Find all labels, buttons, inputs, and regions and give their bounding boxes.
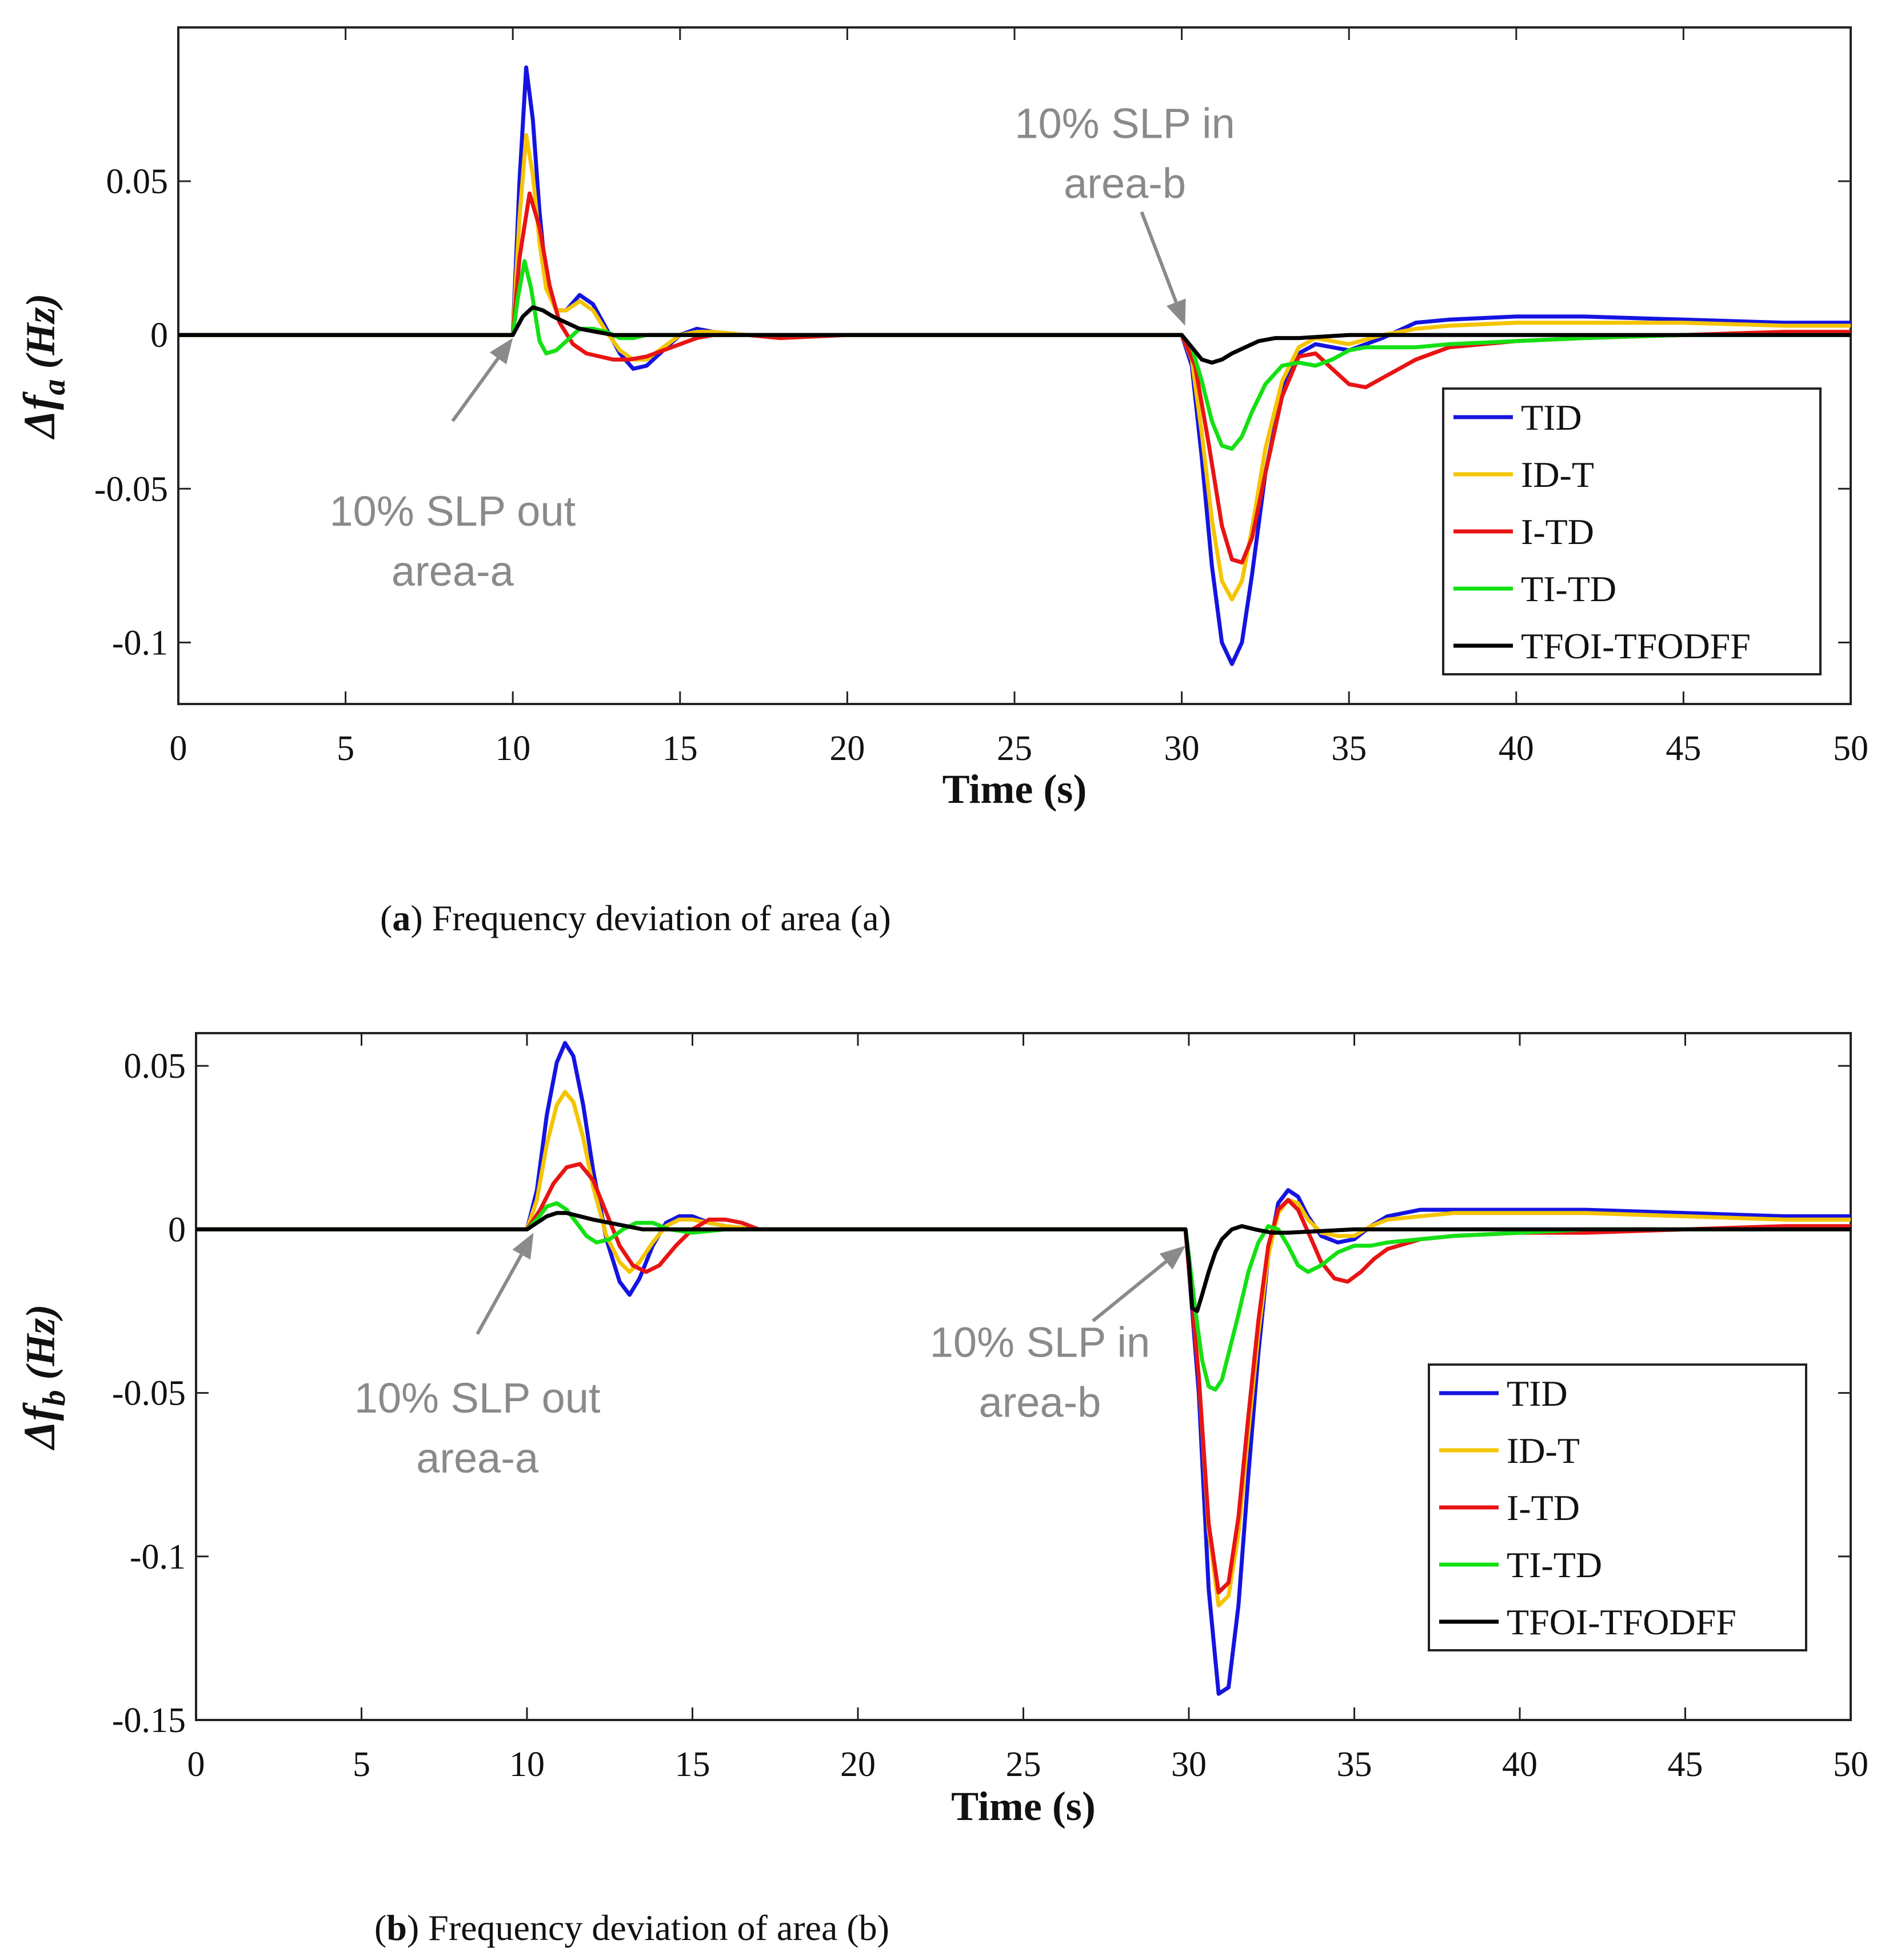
chart-b-legend-entry: I-TD	[1507, 1487, 1580, 1528]
caption-a-label: a	[392, 898, 410, 938]
chart-a-legend-entry: ID-T	[1521, 454, 1594, 495]
chart-b-legend-entry: TI-TD	[1507, 1545, 1602, 1585]
chart-a-x-tick-label: 10	[495, 729, 530, 768]
chart-a-annotation-text: 10% SLP in	[1015, 100, 1235, 147]
caption-b: (b) Frequency deviation of area (b)	[374, 1907, 889, 1948]
chart-b-x-tick-label: 40	[1502, 1745, 1537, 1784]
chart-a-x-tick-label: 30	[1164, 729, 1200, 768]
chart-a-x-tick-label: 50	[1833, 729, 1868, 768]
chart-a-x-tick-label: 20	[829, 729, 865, 768]
chart-b-x-tick-label: 15	[675, 1745, 710, 1784]
chart-b-x-tick-label: 30	[1171, 1745, 1207, 1784]
chart-a-x-tick-label: 5	[337, 729, 354, 768]
chart-a-y-tick-label: -0.1	[112, 623, 168, 662]
chart-a-annotation-1: 10% SLP in area-b	[1015, 100, 1235, 326]
chart-a-x-tick-label: 25	[997, 729, 1032, 768]
chart-a-annotation-arrow-line	[1140, 211, 1178, 303]
chart-a-annotation-text: area-b	[1064, 160, 1186, 207]
chart-a-x-tick-label: 35	[1331, 729, 1367, 768]
chart-a-annotation-text: 10% SLP out	[330, 487, 576, 535]
chart-a-legend-entry: TFOI-TFODFF	[1521, 626, 1751, 666]
chart-b-series-i-td	[196, 1162, 1851, 1595]
caption-a: (a) Frequency deviation of area (a)	[380, 898, 891, 938]
chart-b-legend-entry: TFOI-TFODFF	[1507, 1602, 1736, 1642]
chart-a-x-axis-label: Time (s)	[942, 766, 1087, 812]
chart-a-series-group	[178, 65, 1851, 666]
chart-a-annotation-arrow-line	[451, 357, 500, 422]
chart-b-annotation-1: 10% SLP in area-b	[930, 1246, 1186, 1426]
chart-b-annotation-arrowhead	[512, 1233, 534, 1260]
chart-b-x-tick-label: 0	[187, 1745, 205, 1784]
caption-b-text: Frequency deviation of area (b)	[428, 1907, 889, 1948]
chart-b-annotation-text: 10% SLP out	[354, 1374, 601, 1422]
chart-b-annotation-0: 10% SLP out area-a	[354, 1233, 601, 1482]
chart-a-legend-entry: TID	[1521, 397, 1582, 438]
chart-b-x-axis-label: Time (s)	[951, 1783, 1096, 1829]
chart-b-x-tick-label: 35	[1337, 1745, 1372, 1784]
chart-b-y-tick-label: 0.05	[124, 1047, 186, 1086]
chart-a-annotation-0: 10% SLP out area-a	[330, 338, 576, 595]
chart-b-y-tick-label: -0.05	[112, 1374, 186, 1413]
chart-a-y-tick-label: 0.05	[106, 162, 169, 201]
chart-b-x-tick-label: 5	[353, 1745, 370, 1784]
chart-area-a: 0 5 10 15 20 25 30 35 40 45 50 0.05 0 -0.05 -0.1 10% SL…	[14, 26, 1868, 812]
chart-b-annotation-text: area-a	[416, 1434, 539, 1482]
chart-a-legend-entry: I-TD	[1521, 511, 1594, 552]
chart-b-series-group	[196, 1041, 1851, 1696]
chart-b-x-tick-label: 25	[1006, 1745, 1041, 1784]
chart-a-x-tick-label: 0	[170, 729, 187, 768]
chart-a-series-tfoi-tfodff	[178, 305, 1851, 365]
chart-a-y-tick-label: -0.05	[94, 470, 168, 509]
chart-a-x-tick-label: 15	[662, 729, 698, 768]
chart-b-legend-entry: ID-T	[1507, 1430, 1580, 1471]
chart-b-y-axis-label: Δfb (Hz)	[14, 1305, 72, 1451]
chart-b-series-tfoi-tfodff	[196, 1211, 1851, 1313]
chart-b-x-tick-label: 10	[509, 1745, 545, 1784]
chart-a-y-axis-label: Δfa (Hz)	[14, 294, 72, 440]
chart-b-annotation-arrow-line	[476, 1254, 523, 1335]
chart-a-annotation-text: area-a	[392, 547, 514, 595]
chart-a-legend-entry: TI-TD	[1521, 569, 1616, 609]
chart-a-annotation-arrowhead	[1166, 298, 1186, 326]
chart-b-legend: TID ID-T I-TD TI-TD TFOI-TFODFF	[1428, 1363, 1807, 1651]
chart-a-x-tick-label: 45	[1666, 729, 1701, 768]
chart-b-legend-entry: TID	[1507, 1373, 1568, 1414]
chart-b-x-tick-label: 20	[840, 1745, 876, 1784]
chart-a-y-tick-label: 0	[150, 316, 168, 355]
chart-a-x-tick-label: 40	[1499, 729, 1534, 768]
chart-b-annotation-arrow-line	[1092, 1260, 1167, 1323]
chart-b-series-ti-td	[196, 1201, 1851, 1392]
chart-b-x-tick-label: 50	[1833, 1745, 1868, 1784]
chart-b-y-tick-label: 0	[168, 1210, 186, 1249]
chart-a-legend: TID ID-T I-TD TI-TD TFOI-TFODFF	[1442, 387, 1822, 675]
caption-a-text: Frequency deviation of area (a)	[432, 898, 891, 938]
chart-b-annotation-arrowhead	[1159, 1246, 1186, 1270]
chart-b-x-tick-label: 45	[1668, 1745, 1703, 1784]
chart-b-annotation-text: 10% SLP in	[930, 1319, 1150, 1366]
chart-b-y-tick-label: -0.1	[130, 1538, 186, 1577]
caption-b-label: b	[386, 1907, 407, 1948]
chart-a-annotation-arrowhead	[489, 338, 513, 365]
chart-b-annotation-text: area-b	[979, 1379, 1101, 1426]
chart-b-y-tick-label: -0.15	[112, 1701, 186, 1740]
chart-area-b: 0 5 10 15 20 25 30 35 40 45 50 0.05 0 -0.05 -0.1 -0.15 1…	[14, 1032, 1868, 1829]
